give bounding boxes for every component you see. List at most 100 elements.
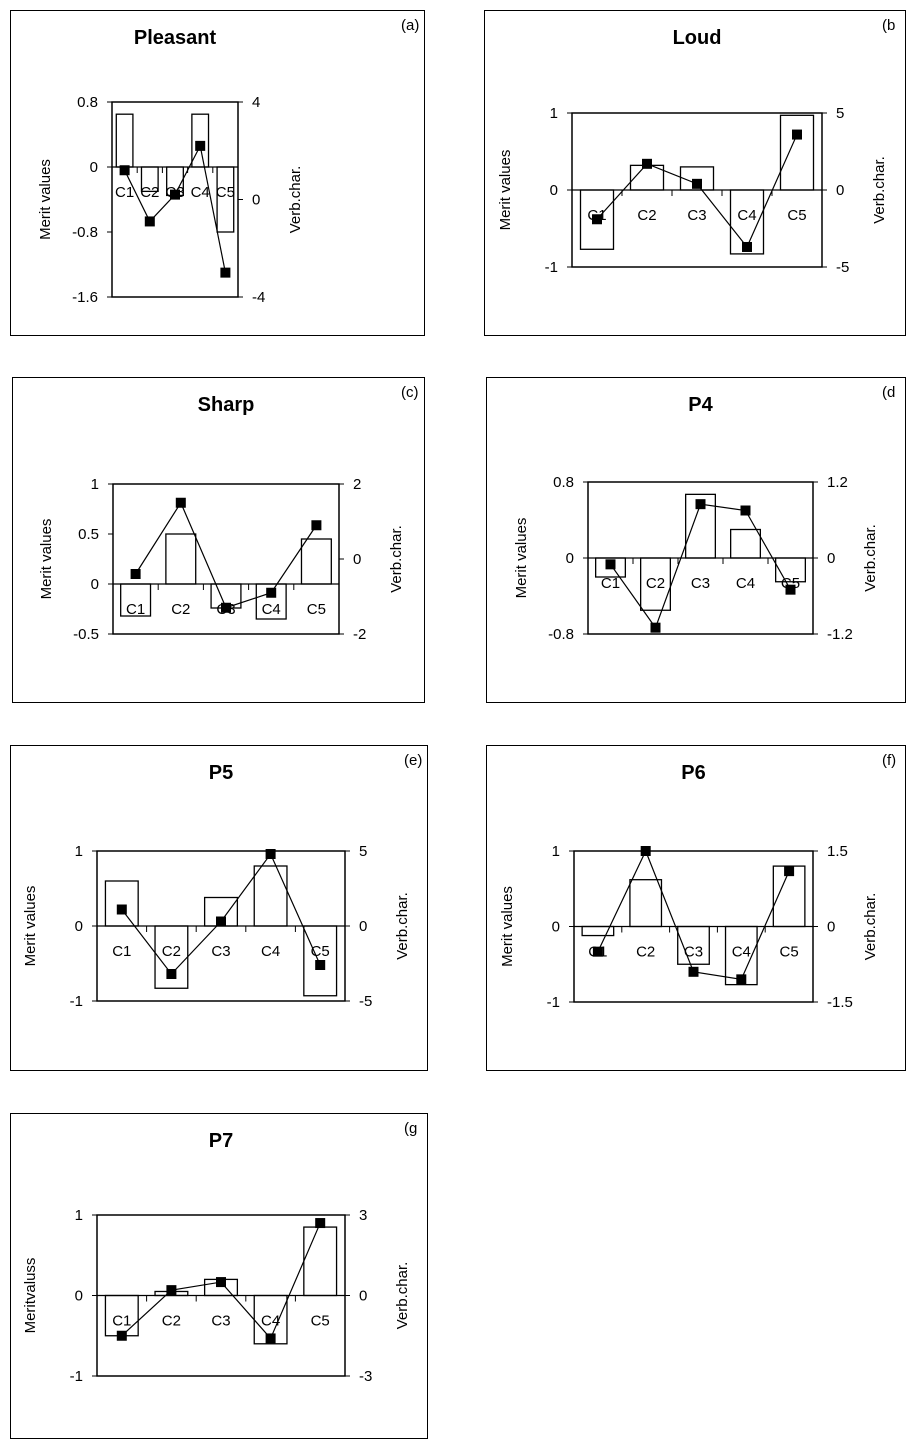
y2-axis-title: Verb.char. xyxy=(871,156,888,224)
line-marker-c5 xyxy=(784,866,795,877)
y2-tick-label: 0 xyxy=(836,182,844,199)
category-label: C1 xyxy=(112,1313,131,1330)
category-label: C3 xyxy=(684,944,703,961)
category-label: C5 xyxy=(311,1313,330,1330)
category-label: C1 xyxy=(112,943,131,960)
category-label: C4 xyxy=(732,944,751,961)
y-tick-label: -0.8 xyxy=(72,224,98,241)
bar-c4 xyxy=(191,113,210,168)
category-label: C4 xyxy=(736,575,755,592)
y-tick-label: 1 xyxy=(552,843,560,860)
y-axis-title: Merit values xyxy=(499,886,516,967)
panel-label: (f) xyxy=(882,752,896,769)
category-label: C2 xyxy=(162,943,181,960)
line-marker-c5 xyxy=(792,129,802,140)
chart-title: P7 xyxy=(209,1130,233,1152)
panel-label: (g xyxy=(404,1120,417,1137)
category-label: C1 xyxy=(601,575,620,592)
bar-c2 xyxy=(165,533,197,585)
line-marker-c2 xyxy=(650,622,661,633)
panel-label: (c) xyxy=(401,384,419,401)
y2-tick-label: -3 xyxy=(359,1368,372,1385)
line-marker-c1 xyxy=(592,214,602,225)
verbal-line xyxy=(596,134,798,249)
line-marker-c1 xyxy=(592,946,603,957)
y-tick-label: 0 xyxy=(75,1288,83,1305)
line-marker-c4 xyxy=(740,505,751,516)
y-tick-label: -0.8 xyxy=(548,626,574,643)
bar-c1 xyxy=(104,880,139,927)
line-marker-c4 xyxy=(736,974,747,985)
category-label: C2 xyxy=(637,207,656,224)
panel-frame xyxy=(12,377,425,703)
chart-title: P5 xyxy=(209,762,233,784)
bar-c5 xyxy=(779,114,815,191)
category-label: C5 xyxy=(780,944,799,961)
bar-c4 xyxy=(729,528,761,559)
y-tick-label: -1 xyxy=(545,259,558,276)
category-label: C4 xyxy=(261,943,280,960)
y-tick-label: 0.5 xyxy=(78,526,99,543)
line-marker-c1 xyxy=(116,904,127,915)
y2-tick-label: 2 xyxy=(353,476,361,493)
category-label: C3 xyxy=(691,575,710,592)
y-axis-title: Merit values xyxy=(38,519,55,600)
category-label: C4 xyxy=(737,207,756,224)
category-label: C2 xyxy=(140,184,159,201)
panel-frame xyxy=(10,1113,428,1439)
panel-frame xyxy=(486,745,906,1071)
y-axis-title: Merit values xyxy=(513,518,530,599)
line-marker-c1 xyxy=(130,569,141,579)
line-marker-c4 xyxy=(265,849,276,859)
panel-label: (b xyxy=(882,17,895,34)
y2-axis-title: Verb.char. xyxy=(287,166,304,234)
panel-frame xyxy=(10,10,425,336)
y2-tick-label: 4 xyxy=(252,94,260,111)
chart-panel-1: Pleasant(a)C1C2C3C4C50.80-0.8-1.640-4Mer… xyxy=(10,10,425,336)
y-tick-label: 0 xyxy=(552,919,560,936)
line-marker-c2 xyxy=(166,1285,177,1296)
category-label: C4 xyxy=(262,601,281,618)
y2-axis-title: Verb.char. xyxy=(388,525,405,593)
y2-tick-label: 0 xyxy=(252,192,260,209)
bar-c4 xyxy=(253,865,288,927)
y2-axis-title: Verb.char. xyxy=(862,524,879,592)
line-marker-c1 xyxy=(119,165,130,176)
y-tick-label: -0.5 xyxy=(73,626,99,643)
y-tick-label: 0 xyxy=(90,159,98,176)
line-marker-c5 xyxy=(220,267,231,278)
y2-tick-label: 0 xyxy=(827,919,835,936)
y2-tick-label: -2 xyxy=(353,626,366,643)
line-marker-c1 xyxy=(605,559,616,570)
line-marker-c2 xyxy=(144,216,155,227)
line-marker-c3 xyxy=(695,499,706,510)
y-axis-title: Meritvaluss xyxy=(22,1258,39,1334)
category-label: C2 xyxy=(636,944,655,961)
y-tick-label: -1 xyxy=(547,994,560,1011)
bar-c5 xyxy=(303,1226,338,1297)
line-marker-c5 xyxy=(315,960,326,970)
y2-tick-label: 3 xyxy=(359,1207,367,1224)
y-tick-label: 0 xyxy=(566,550,574,567)
bar-c5 xyxy=(300,538,332,585)
y2-tick-label: 0 xyxy=(359,1288,367,1305)
bar-c1 xyxy=(115,113,134,168)
category-label: C2 xyxy=(171,601,190,618)
bar-c1 xyxy=(104,1294,139,1337)
y2-tick-label: -4 xyxy=(252,289,265,306)
y-tick-label: 1 xyxy=(550,105,558,122)
line-marker-c1 xyxy=(116,1330,127,1341)
line-marker-c2 xyxy=(175,497,186,508)
y2-axis-title: Verb.char. xyxy=(394,892,411,960)
y-tick-label: 1 xyxy=(75,1207,83,1224)
chart-title: Loud xyxy=(673,27,722,49)
line-marker-c4 xyxy=(266,587,277,598)
panel-label: (e) xyxy=(404,752,422,769)
category-label: C3 xyxy=(211,1313,230,1330)
line-marker-c2 xyxy=(640,846,651,856)
category-label: C3 xyxy=(211,943,230,960)
y2-tick-label: 1.2 xyxy=(827,474,848,491)
y-tick-label: 0 xyxy=(550,182,558,199)
